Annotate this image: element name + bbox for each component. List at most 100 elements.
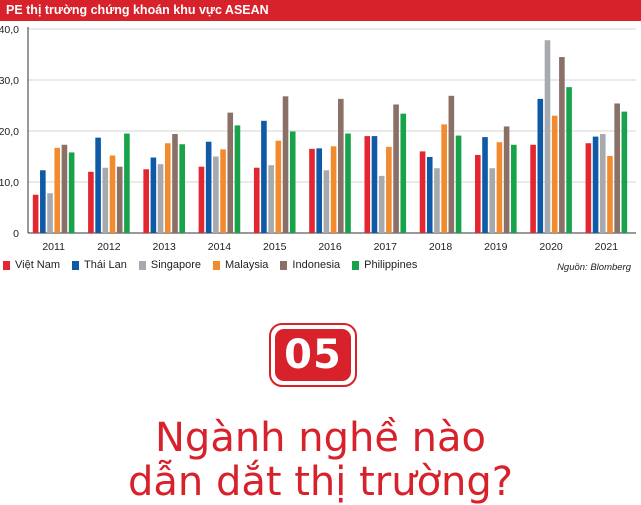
bar-singapore-2018: [434, 168, 440, 233]
bar-indonesia-2011: [61, 144, 68, 233]
headline-line-1: Ngành nghề nào: [155, 415, 486, 461]
bar-thái-lan-2019: [482, 137, 488, 233]
legend-item: Việt Nam: [3, 259, 60, 271]
legend-item: Malaysia: [213, 259, 268, 271]
chart-legend: Việt Nam Thái Lan Singapore Malaysia Indones…: [3, 258, 429, 272]
bar-việt-nam-2019: [475, 154, 481, 233]
bar-philippines-2017: [400, 113, 407, 233]
x-tick-label: 2021: [595, 241, 619, 253]
bar-thái-lan-2013: [150, 157, 157, 233]
bar-malaysia-2019: [496, 142, 503, 233]
x-tick-label: 2019: [484, 241, 508, 253]
bar-thái-lan-2015: [261, 120, 267, 233]
section-number: 05: [275, 329, 351, 381]
bar-indonesia-2019: [503, 126, 510, 233]
bar-philippines-2013: [179, 144, 185, 233]
bar-indonesia-2012: [116, 166, 123, 233]
bar-malaysia-2018: [441, 124, 447, 233]
legend-item: Singapore: [138, 259, 202, 271]
bar-thái-lan-2018: [426, 157, 433, 233]
bar-malaysia-2016: [330, 146, 337, 233]
bar-thái-lan-2016: [316, 148, 322, 233]
bar-indonesia-2018: [448, 95, 455, 233]
bar-việt-nam-2015: [253, 167, 260, 233]
bar-indonesia-2013: [172, 134, 178, 233]
bar-philippines-2020: [566, 87, 572, 233]
bar-thái-lan-2020: [537, 98, 544, 234]
x-tick-label: 2013: [153, 241, 177, 253]
bar-indonesia-2015: [282, 96, 289, 233]
bar-malaysia-2017: [386, 146, 392, 233]
bar-việt-nam-2020: [530, 144, 536, 233]
bar-việt-nam-2018: [419, 151, 426, 233]
bar-malaysia-2021: [607, 155, 613, 233]
bar-singapore-2013: [157, 164, 164, 233]
bar-philippines-2018: [455, 135, 462, 233]
bar-việt-nam-2012: [88, 171, 94, 233]
legend-item: Philippines: [352, 259, 417, 271]
bar-philippines-2021: [621, 111, 628, 233]
bar-thái-lan-2012: [95, 137, 101, 233]
bar-philippines-2012: [124, 133, 130, 233]
bar-singapore-2019: [489, 168, 496, 233]
bar-philippines-2016: [345, 133, 351, 233]
bar-malaysia-2014: [220, 149, 226, 233]
bar-singapore-2012: [102, 167, 109, 233]
y-tick-label: 10,0: [0, 177, 19, 189]
legend-item: Thái Lan: [72, 259, 127, 271]
bar-malaysia-2013: [164, 143, 171, 233]
x-tick-label: 2016: [318, 241, 342, 253]
bar-philippines-2011: [68, 152, 75, 233]
bar-indonesia-2020: [559, 57, 565, 233]
legend-label: Thái Lan: [84, 259, 127, 271]
bar-chart: 0 10,0 20,0 30,0 40,0 2011 2012 2013 2014 2015 201…: [0, 24, 636, 253]
bar-philippines-2014: [234, 125, 241, 233]
legend-swatch: [138, 260, 146, 270]
bar-philippines-2015: [289, 131, 296, 233]
legend-label: Indonesia: [292, 259, 341, 271]
bar-indonesia-2021: [614, 103, 620, 234]
source-note: Nguồn: Blomberg: [557, 262, 631, 273]
headline: Ngành nghề nào dẫn dắt thị trường?: [0, 416, 641, 504]
section-badge: 05: [269, 323, 357, 387]
headline-line-2: dẫn dắt thị trường?: [127, 459, 514, 505]
legend-label: Malaysia: [225, 259, 269, 271]
bar-thái-lan-2011: [40, 170, 46, 233]
legend-swatch: [213, 260, 221, 270]
x-tick-label: 2011: [42, 241, 65, 253]
legend-label: Singapore: [150, 259, 202, 271]
bar-việt-nam-2013: [143, 169, 149, 233]
y-tick-label: 30,0: [0, 75, 19, 87]
x-tick-label: 2015: [263, 241, 287, 253]
bar-singapore-2014: [213, 156, 219, 233]
bar-việt-nam-2017: [364, 136, 371, 233]
bar-malaysia-2020: [551, 115, 558, 233]
x-tick-label: 2020: [539, 241, 563, 253]
bar-singapore-2015: [268, 165, 274, 233]
y-tick-label: 20,0: [0, 126, 19, 138]
bar-singapore-2021: [599, 134, 606, 233]
bar-việt-nam-2021: [585, 143, 592, 233]
y-tick-label: 0: [13, 228, 19, 240]
legend-label: Philippines: [364, 259, 418, 271]
header-bar: PE thị trường chứng khoán khu vực ASEAN: [0, 0, 641, 21]
bar-singapore-2011: [47, 193, 53, 233]
bar-singapore-2020: [544, 40, 551, 233]
x-tick-label: 2018: [429, 241, 453, 253]
bar-indonesia-2016: [338, 98, 344, 234]
x-tick-label: 2017: [374, 241, 398, 253]
bar-indonesia-2014: [227, 112, 234, 233]
legend-swatch: [3, 260, 10, 270]
chart-title: PE thị trường chứng khoán khu vực ASEAN: [6, 3, 269, 17]
bar-malaysia-2011: [54, 147, 61, 233]
legend-label: Việt Nam: [15, 259, 61, 271]
bar-việt-nam-2014: [198, 166, 205, 233]
legend-swatch: [352, 260, 360, 270]
bar-việt-nam-2016: [309, 148, 315, 233]
bar-malaysia-2015: [275, 140, 282, 233]
bar-thái-lan-2021: [592, 136, 599, 233]
bar-thái-lan-2014: [205, 141, 212, 233]
legend-item: Indonesia: [280, 259, 340, 271]
x-tick-label: 2014: [208, 241, 232, 253]
legend-swatch: [280, 260, 288, 270]
